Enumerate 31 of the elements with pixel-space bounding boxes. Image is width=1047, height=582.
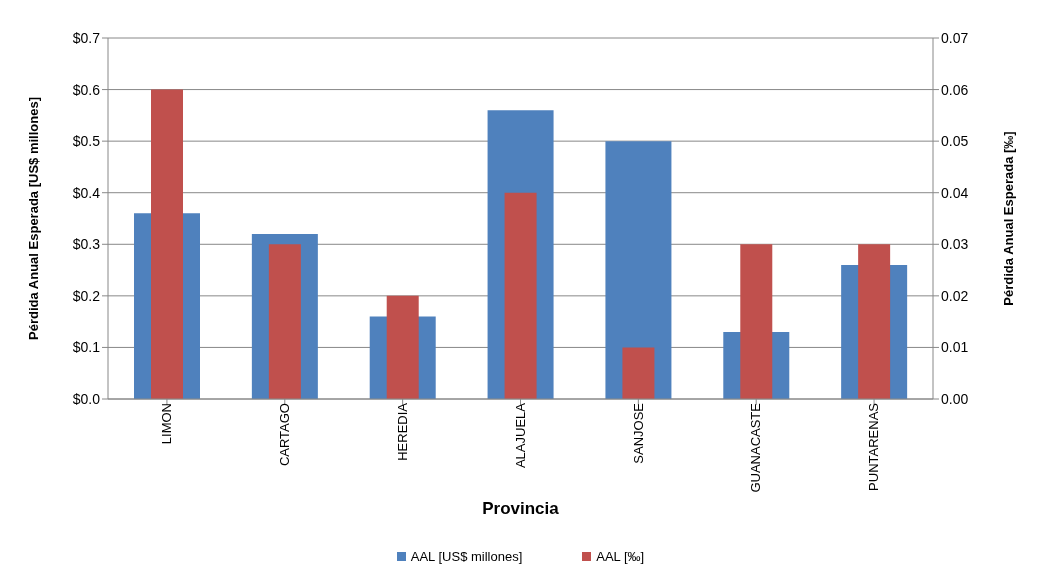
y-tick-label: $0.0 bbox=[72, 390, 101, 407]
y2-axis-title: Pérdida Anual Esperada [‰] bbox=[1000, 131, 1016, 306]
y-tick-label: $0.5 bbox=[72, 133, 101, 150]
y-tick-label: $0.6 bbox=[72, 81, 101, 98]
y-tick-label: $0.7 bbox=[72, 29, 101, 46]
y-tick-label: $0.1 bbox=[72, 339, 101, 356]
y2-tick-label: 0.03 bbox=[941, 236, 969, 253]
x-tick-label: HEREDIA bbox=[394, 402, 410, 461]
y-axis-title: Pérdida Anual Esperada [US$ millones] bbox=[25, 97, 41, 340]
y2-tick-label: 0.01 bbox=[941, 339, 969, 356]
x-tick-label: GUANACASTE bbox=[748, 402, 764, 493]
bar bbox=[605, 141, 672, 399]
x-tick-label: PUNTARENAS bbox=[866, 402, 882, 491]
legend-label: AAL [‰] bbox=[595, 549, 645, 564]
y-tick-label: $0.2 bbox=[72, 287, 101, 304]
y2-tick-label: 0.05 bbox=[941, 133, 969, 150]
bar bbox=[622, 347, 655, 399]
x-tick-label: SANJOSE bbox=[630, 402, 646, 464]
y2-tick-label: 0.00 bbox=[941, 390, 969, 407]
y-tick-label: $0.3 bbox=[72, 236, 101, 253]
y2-tick-label: 0.06 bbox=[941, 81, 969, 98]
y2-tick-label: 0.07 bbox=[941, 29, 969, 46]
legend-label: AAL [US$ millones] bbox=[409, 549, 523, 564]
x-tick-label: LIMON bbox=[159, 403, 175, 445]
x-tick-label: ALAJUELA bbox=[512, 402, 528, 469]
bar bbox=[504, 192, 537, 399]
y2-tick-label: 0.02 bbox=[941, 287, 969, 304]
y2-tick-label: 0.04 bbox=[941, 184, 969, 201]
x-tick-label: CARTAGO bbox=[277, 403, 293, 467]
y-tick-label: $0.4 bbox=[72, 184, 101, 201]
x-axis-title: Provincia bbox=[482, 499, 560, 518]
